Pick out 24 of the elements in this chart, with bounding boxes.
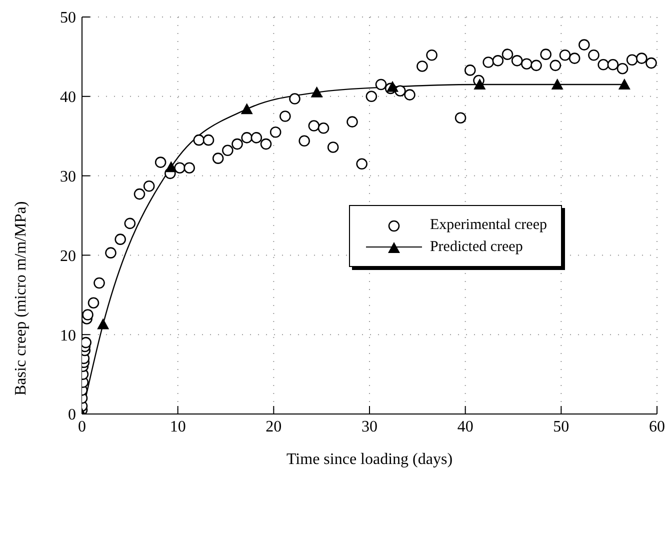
point: [474, 78, 486, 90]
x-tick-label: 60: [649, 418, 665, 436]
x-tick-label: 20: [266, 418, 282, 436]
x-tick-label: 30: [362, 418, 378, 436]
point: [618, 78, 630, 90]
y-tick-label: 0: [68, 406, 76, 424]
y-tick-label: 50: [60, 10, 76, 27]
x-tick-label: 40: [457, 418, 474, 436]
y-tick-label: 20: [60, 248, 76, 265]
x-tick-label: 50: [553, 418, 570, 436]
point: [386, 80, 398, 92]
y-axis-title: Basic creep (micro m/m/MPa): [12, 201, 30, 396]
point: [551, 78, 564, 90]
y-tick-label: 30: [60, 168, 76, 186]
point: [310, 86, 323, 98]
point: [240, 103, 253, 114]
y-tick-label: 10: [60, 327, 76, 344]
legend-label: Predicted creep: [430, 238, 523, 256]
point: [97, 318, 110, 330]
x-tick-label: 10: [170, 418, 186, 436]
x-axis-title: Time since loading (days): [286, 451, 453, 468]
point: [165, 161, 178, 172]
legend-label: Experimental creep: [430, 216, 547, 234]
y-tick-label: 40: [60, 89, 76, 106]
